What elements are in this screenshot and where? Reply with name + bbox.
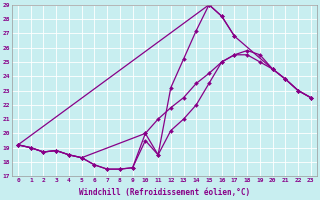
X-axis label: Windchill (Refroidissement éolien,°C): Windchill (Refroidissement éolien,°C)	[79, 188, 250, 197]
